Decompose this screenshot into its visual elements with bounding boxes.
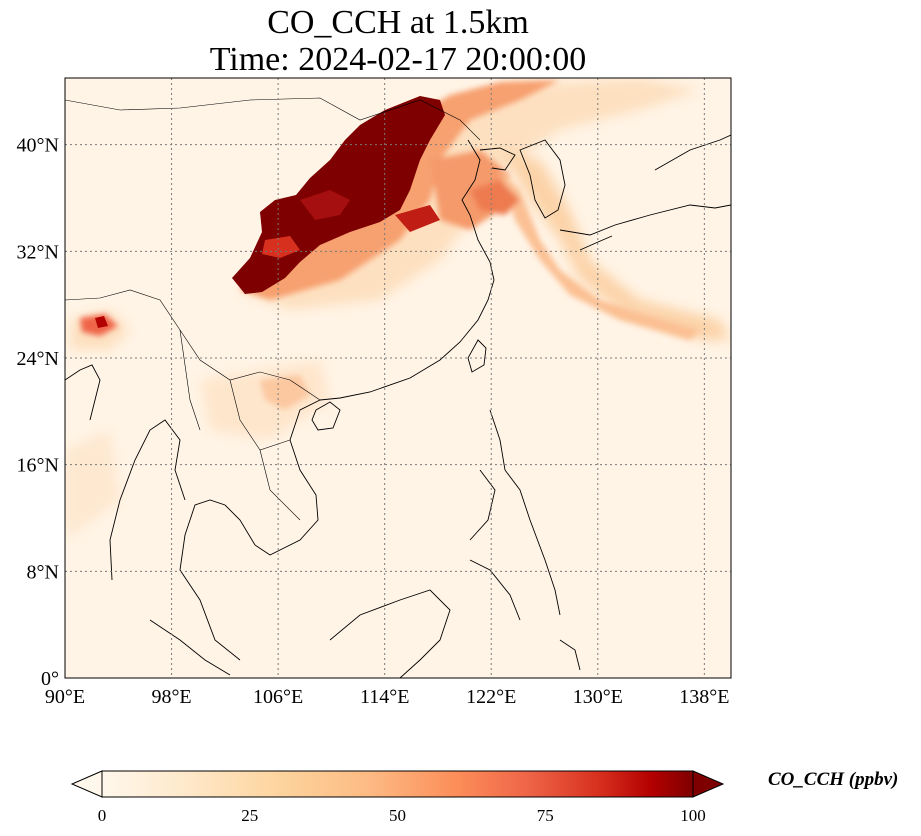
lat-tick-label: 8°N	[27, 561, 59, 583]
lon-tick-label: 122°E	[466, 686, 516, 708]
map-frame	[64, 77, 732, 679]
map-title-variable: CO_CCH at 1.5km	[267, 4, 529, 41]
map-title-time: Time: 2024-02-17 20:00:00	[209, 41, 587, 78]
lat-tick-label: 40°N	[17, 135, 59, 157]
colorbar: 0 25 50 75 100	[70, 770, 725, 825]
colorbar-label: CO_CCH (ppbv)	[768, 769, 899, 790]
lon-tick-label: 114°E	[360, 686, 409, 708]
gridlines	[65, 78, 731, 678]
latitude-tick-labels: 0° 8°N 16°N 24°N 32°N 40°N	[17, 135, 59, 690]
colorbar-tick-label: 25	[241, 806, 258, 825]
lon-tick-label: 106°E	[253, 686, 303, 708]
lon-tick-label: 98°E	[151, 686, 191, 708]
colorbar-tick-label: 50	[389, 806, 406, 825]
lat-tick-label: 24°N	[17, 348, 59, 370]
colorbar-extend-max	[692, 770, 725, 798]
colorbar-tick-label: 75	[537, 806, 554, 825]
lat-tick-label: 32°N	[17, 241, 59, 263]
colorbar-tick-label: 0	[98, 806, 107, 825]
map-panel: 90°E 98°E 106°E 114°E 122°E 130°E 138°E 0° 8°N 1…	[17, 77, 732, 708]
longitude-tick-labels: 90°E 98°E 106°E 114°E 122°E 130°E 138°E	[45, 686, 730, 708]
concentration-field	[65, 78, 731, 540]
lon-tick-label: 90°E	[45, 686, 85, 708]
lon-tick-label: 130°E	[573, 686, 623, 708]
colorbar-gradient	[101, 770, 694, 798]
lon-tick-label: 138°E	[679, 686, 729, 708]
plume-core	[95, 96, 445, 328]
colorbar-extend-min	[70, 770, 103, 798]
colorbar-tick-label: 100	[680, 806, 706, 825]
lat-tick-label: 16°N	[17, 455, 59, 477]
lat-tick-label: 0°	[41, 668, 59, 690]
colorbar-tick-labels: 0 25 50 75 100	[98, 806, 706, 825]
